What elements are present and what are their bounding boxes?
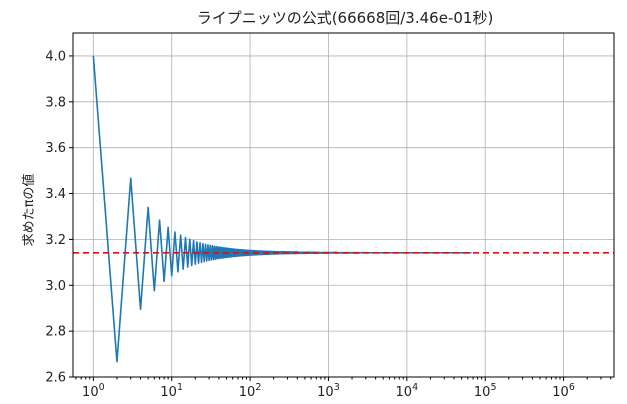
- grid: [73, 33, 614, 378]
- plot-data: [73, 55, 614, 363]
- plot-frame: [72, 32, 615, 378]
- y-tick-label: 3.2: [45, 233, 66, 248]
- x-tick-label: 100: [82, 382, 105, 400]
- y-tick-label: 3.6: [45, 141, 66, 156]
- x-tick-label: 106: [552, 382, 575, 400]
- axes: 2.6 2.8 3.0 3.2 3.4 3.6 3.8 4.0 100 101 102 103 104 1…: [45, 49, 612, 400]
- y-axis-label: 求めたπの値: [21, 174, 37, 247]
- y-tick-label: 3.0: [45, 279, 66, 294]
- x-tick-label: 102: [239, 382, 262, 400]
- y-tick-label: 2.8: [45, 325, 66, 340]
- y-tick-label: 3.4: [45, 187, 66, 202]
- x-tick-label: 101: [160, 382, 183, 400]
- x-tick-label: 104: [396, 382, 419, 400]
- chart-title: ライプニッツの公式(66668回/3.46e-01秒): [197, 9, 494, 27]
- y-tick-label: 4.0: [45, 49, 66, 64]
- x-tick-label: 105: [474, 382, 497, 400]
- y-tick-label: 2.6: [45, 371, 66, 386]
- x-tick-label: 103: [317, 382, 340, 400]
- y-tick-label: 3.8: [45, 95, 66, 110]
